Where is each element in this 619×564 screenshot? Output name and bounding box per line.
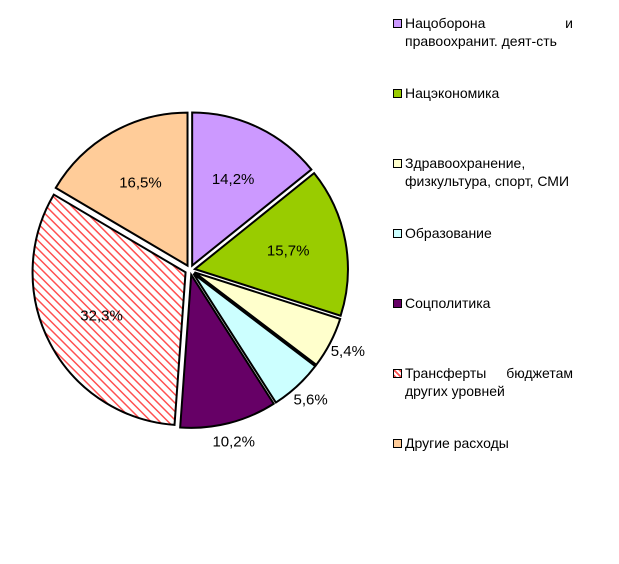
legend-label: Другие расходы — [405, 435, 509, 451]
legend-entry: Нацоборона и правоохранит. деят-сть — [393, 14, 573, 50]
data-label: 16,5% — [119, 174, 162, 191]
legend-swatch — [393, 89, 402, 98]
legend-label: Здравоохранение, физкультура, спорт, СМИ — [405, 155, 570, 189]
chart: 14,2% 15,7% 5,4% 5,6% 10,2% 32,3% 16,5% — [31, 111, 365, 450]
legend-swatch — [393, 19, 402, 28]
legend-entry: Другие расходы — [393, 434, 573, 452]
legend-swatch — [393, 299, 402, 308]
legend-swatch — [393, 159, 402, 168]
pie-slice — [31, 193, 187, 426]
pie-slice — [191, 111, 313, 268]
legend-swatch — [393, 439, 402, 448]
data-label: 10,2% — [212, 433, 255, 450]
legend-label: Соцполитика — [405, 295, 491, 311]
pie-slice — [179, 271, 276, 429]
legend-label: Нацоборона и правоохранит. деят-сть — [405, 15, 573, 49]
legend-entry: Здравоохранение, физкультура, спорт, СМИ — [393, 154, 573, 190]
data-label: 15,7% — [267, 243, 310, 260]
legend-swatch — [393, 229, 402, 238]
data-label: 32,3% — [80, 307, 123, 324]
pie-slice — [192, 171, 349, 317]
pie-slice — [192, 272, 317, 404]
pie-slice — [54, 111, 189, 268]
data-label: 5,4% — [331, 343, 365, 360]
legend-entry: Соцполитика — [393, 294, 573, 312]
legend-label: Трансферты бюджетам других уровней — [405, 365, 573, 399]
legend-entry: Образование — [393, 224, 573, 242]
legend-label: Нацэкономика — [405, 85, 500, 101]
legend-entry: Трансферты бюджетам других уровней — [393, 364, 573, 400]
legend-entry: Нацэкономика — [393, 84, 573, 102]
pie-slice — [193, 271, 342, 367]
legend-swatch — [393, 369, 402, 378]
legend-label: Образование — [405, 225, 492, 241]
data-label: 14,2% — [212, 171, 255, 188]
data-label: 5,6% — [294, 392, 328, 409]
